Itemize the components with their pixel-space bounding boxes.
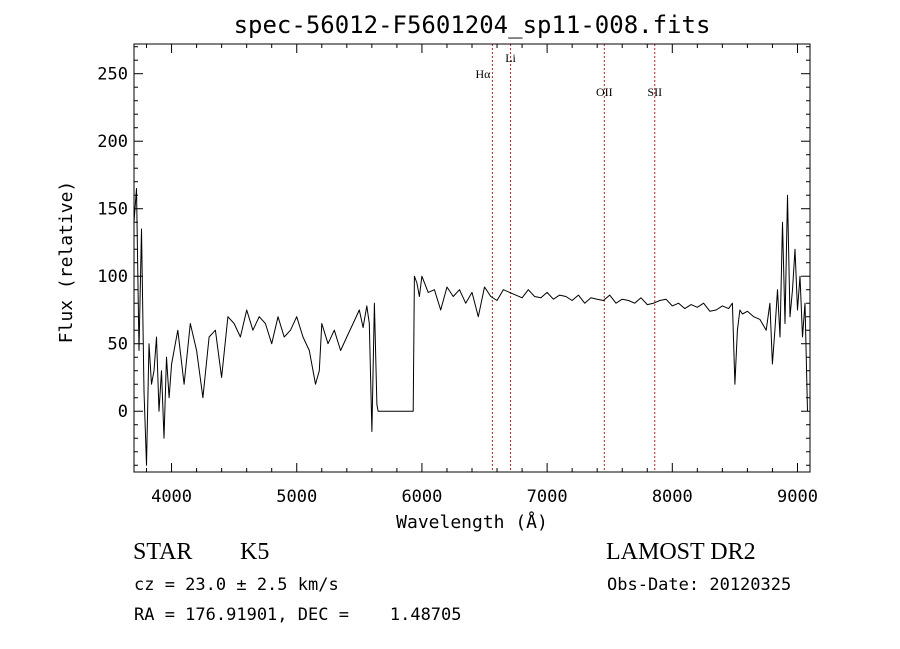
coordinates-text: RA = 176.91901, DEC = 1.48705 xyxy=(134,605,462,625)
chart-title: spec-56012-F5601204_sp11-008.fits xyxy=(234,11,711,39)
x-axis-label: Wavelength (Å) xyxy=(396,511,548,533)
spectral-subclass: K5 xyxy=(240,539,270,565)
line-marker-label: SII xyxy=(647,85,662,99)
x-tick-label: 5000 xyxy=(276,487,317,507)
line-marker-label: OII xyxy=(596,85,613,99)
plot-frame xyxy=(133,43,811,473)
spectrum-series-1 xyxy=(133,188,808,466)
redshift-text: cz = 23.0 ± 2.5 km/s xyxy=(134,575,339,595)
x-tick-label: 9000 xyxy=(777,487,818,507)
x-tick-label: 6000 xyxy=(401,487,442,507)
line-marker-label: Li xyxy=(505,51,516,65)
y-tick-label: 150 xyxy=(97,200,128,220)
y-tick-label: 200 xyxy=(97,132,128,152)
x-tick-label: 7000 xyxy=(527,487,568,507)
plot-area: Hα Li OII SII 4000 5000 6000 7000 8000 9000 0 50 100… xyxy=(97,43,818,507)
object-class: STAR xyxy=(133,539,193,565)
x-tick-label: 8000 xyxy=(652,487,693,507)
y-axis-label: Flux (relative) xyxy=(56,181,77,344)
y-tick-label: 0 xyxy=(118,402,128,422)
line-marker-label: Hα xyxy=(475,67,491,81)
x-tick-label: 4000 xyxy=(151,487,192,507)
y-tick-label: 250 xyxy=(97,65,128,85)
obs-date: Obs-Date: 20120325 xyxy=(607,575,792,595)
survey-name: LAMOST DR2 xyxy=(606,539,756,565)
y-tick-label: 100 xyxy=(97,267,128,287)
y-tick-label: 50 xyxy=(108,335,128,355)
